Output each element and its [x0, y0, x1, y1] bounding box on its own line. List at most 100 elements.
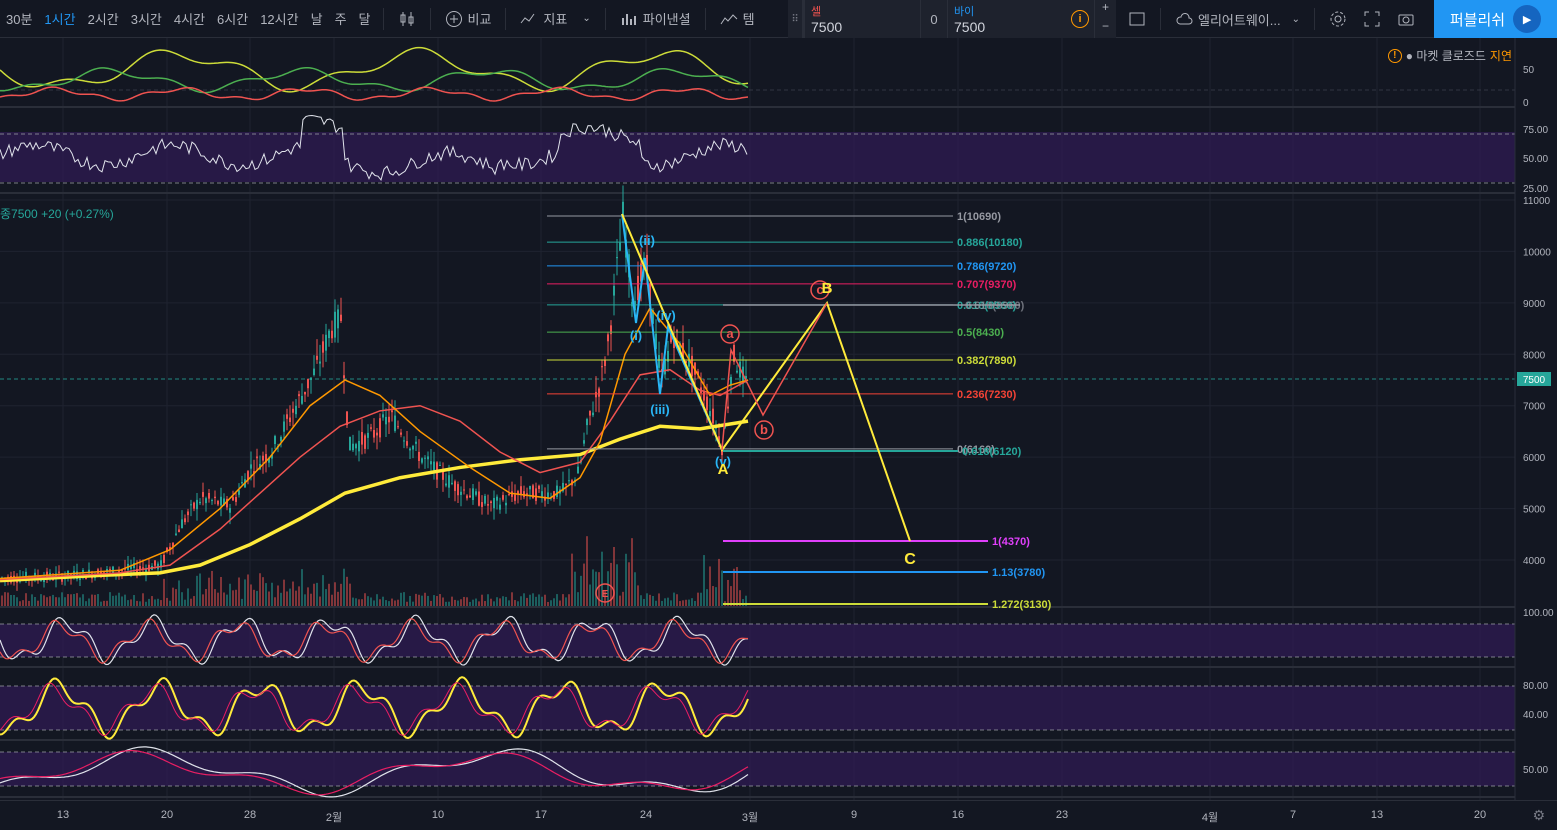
volume-bar: [472, 599, 474, 606]
candle-body: [316, 355, 318, 360]
candle-body: [343, 375, 345, 379]
pane-separators: [0, 106, 1557, 798]
volume-bar: [475, 598, 477, 606]
volume-bar: [112, 595, 114, 606]
event-E-label-circle: [595, 583, 615, 603]
candle-body: [508, 493, 510, 495]
plus-button[interactable]: +: [1101, 0, 1109, 14]
candle-body: [538, 485, 540, 489]
candle-body: [517, 491, 519, 494]
volume-bar: [640, 595, 642, 606]
volume-bar: [538, 594, 540, 606]
volume-bar: [652, 596, 654, 606]
candle-style-button[interactable]: [390, 10, 424, 28]
candle-body: [598, 388, 600, 397]
volume-bar: [517, 601, 519, 606]
layout-selector[interactable]: 엘리어트웨이... ⌄: [1167, 10, 1308, 29]
volume-bar: [373, 600, 375, 606]
candle-body: [412, 445, 414, 450]
candle-body: [250, 464, 252, 469]
volume-bar: [643, 598, 645, 606]
volume-bar: [172, 587, 174, 606]
interval-12h[interactable]: 12시간: [260, 12, 299, 27]
volume-bar: [685, 599, 687, 606]
time-label: 13: [56, 809, 70, 821]
volume-bar: [301, 569, 303, 606]
interval-month[interactable]: 달: [358, 12, 371, 27]
snapshot-button[interactable]: [1389, 10, 1423, 28]
candle-body: [475, 491, 477, 495]
volume-bar: [502, 596, 504, 606]
time-label: 20: [160, 809, 174, 821]
candle-body: [622, 201, 624, 218]
candlestick-icon: [400, 11, 413, 26]
candle-body: [736, 370, 738, 373]
wave-iv-label: (iv): [656, 308, 676, 323]
settings-gear-icon[interactable]: ⚙: [1532, 807, 1545, 823]
pine-button[interactable]: 파이낸셜: [612, 9, 699, 28]
candle-body: [364, 435, 366, 449]
interval-1h[interactable]: 1시간: [44, 12, 76, 27]
volume-bar: [553, 598, 555, 606]
candle-body: [493, 497, 495, 509]
volume-bar: [229, 583, 231, 606]
info-button[interactable]: i: [1066, 0, 1094, 38]
compare-label: 비교: [467, 12, 492, 27]
rsi-axis-label: 75.00: [1523, 125, 1548, 136]
volume-bar: [484, 601, 486, 606]
volume-bar: [514, 600, 516, 606]
interval-3h[interactable]: 3시간: [130, 12, 162, 27]
volume-bar: [655, 600, 657, 606]
candle-body: [418, 451, 420, 462]
template-button[interactable]: 템: [712, 9, 763, 28]
indicators-button[interactable]: 지표 ⌄: [512, 9, 598, 28]
stoch1-band: [0, 624, 1515, 657]
fullscreen-button[interactable]: [1355, 10, 1389, 28]
buy-label: 바이: [954, 6, 975, 18]
indicators-label: 지표: [543, 12, 568, 27]
candle-body: [172, 542, 174, 547]
volume-bar: [349, 583, 351, 606]
market-status-text: ● 마켓 클로즈드: [1405, 49, 1486, 63]
candle-body: [535, 488, 537, 501]
compare-button[interactable]: 비교: [437, 9, 500, 28]
minus-button[interactable]: −: [1101, 19, 1109, 33]
volume-bar: [313, 583, 315, 606]
volume-bar: [1, 595, 3, 606]
volume-bar: [391, 598, 393, 606]
candle-body: [433, 461, 435, 471]
interval-6h[interactable]: 6시간: [217, 12, 249, 27]
interval-4h[interactable]: 4시간: [173, 12, 206, 27]
candle-body: [616, 257, 618, 259]
volume-bar: [19, 601, 21, 606]
chart-canvas[interactable]: 1(10690) 0.886(10180) 0.786(9720) 0.707(937…: [0, 38, 1557, 800]
volume-bar: [700, 592, 702, 606]
price-axis[interactable]: [1515, 38, 1557, 800]
sell-button[interactable]: 셀 7500: [802, 0, 920, 38]
candle-body: [718, 436, 720, 444]
volume-bar: [52, 594, 54, 606]
candle-body: [523, 491, 525, 498]
volume-bar: [286, 591, 288, 606]
candle-body: [310, 377, 312, 381]
volume-bar: [550, 600, 552, 606]
candle-body: [712, 408, 714, 424]
candle-body: [85, 577, 87, 580]
candle-body: [562, 482, 564, 492]
wave-i-label: (i): [630, 328, 642, 343]
price-axis-label: 8000: [1523, 350, 1546, 361]
buy-button[interactable]: 바이 7500: [948, 0, 1066, 38]
interval-2h[interactable]: 2시간: [87, 12, 119, 27]
volume-bar: [115, 595, 117, 606]
drag-handle-icon[interactable]: ⠿: [788, 0, 802, 38]
rectangle-button[interactable]: [1120, 10, 1154, 28]
publish-button[interactable]: 퍼블리쉬 ▶: [1434, 0, 1557, 38]
time-label: 20: [1473, 809, 1487, 821]
time-axis[interactable]: 13 20 28 2월 10 17 24 3월 9 16 23 4월 7 13 20 ⚙: [0, 800, 1557, 830]
interval-day[interactable]: 날: [310, 12, 323, 27]
settings-button[interactable]: [1321, 10, 1355, 28]
quantity-field[interactable]: 0: [920, 0, 948, 38]
interval-30m[interactable]: 30분: [6, 12, 33, 27]
interval-week[interactable]: 주: [334, 12, 347, 27]
fib-label: 0.786(9720): [957, 261, 1017, 273]
